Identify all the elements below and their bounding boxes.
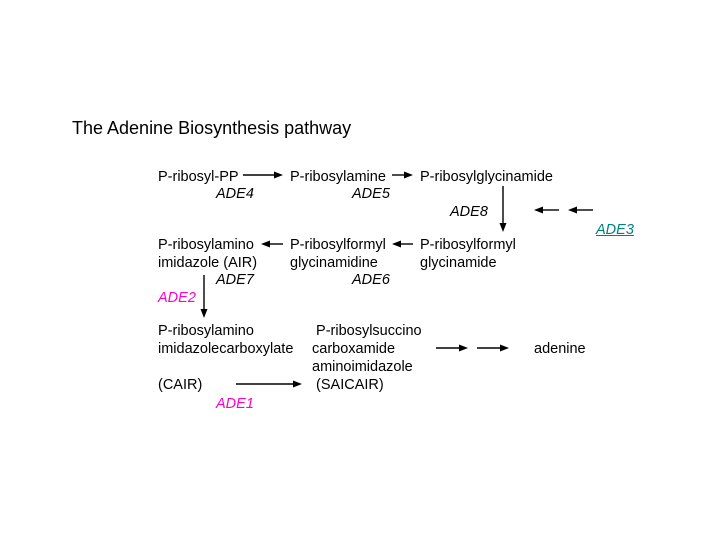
arrowhead-a11 (500, 345, 509, 352)
arrowhead-a5 (568, 207, 577, 214)
arrowhead-a7 (261, 241, 270, 248)
arrowhead-a9 (293, 381, 302, 388)
arrowhead-a8 (201, 309, 208, 318)
arrowhead-a3 (500, 223, 507, 232)
arrows-layer (0, 0, 720, 540)
arrowhead-a4 (534, 207, 543, 214)
arrowhead-a10 (459, 345, 468, 352)
arrowhead-a1 (274, 172, 283, 179)
arrowhead-a6 (392, 241, 401, 248)
arrowhead-a2 (404, 172, 413, 179)
